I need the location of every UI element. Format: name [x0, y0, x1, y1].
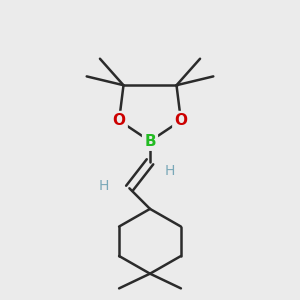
- Text: H: H: [164, 164, 175, 178]
- Text: B: B: [144, 134, 156, 149]
- Text: H: H: [99, 179, 110, 193]
- Text: O: O: [174, 113, 188, 128]
- Text: O: O: [112, 113, 126, 128]
